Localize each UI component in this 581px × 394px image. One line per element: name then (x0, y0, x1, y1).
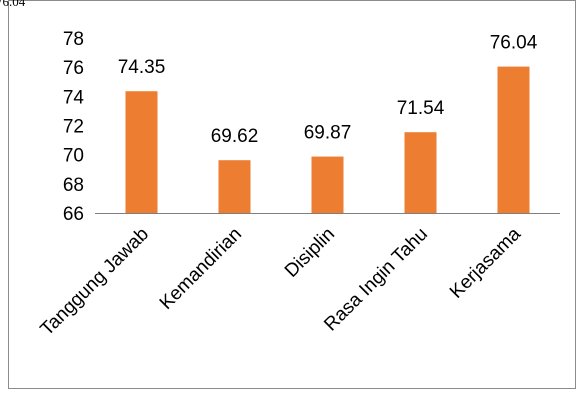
bar (218, 160, 251, 213)
bars (125, 66, 530, 213)
data-label: 69.87 (304, 123, 352, 144)
y-tick-label: 68 (63, 175, 84, 196)
y-tick-label: 76 (63, 58, 84, 79)
bar (311, 156, 344, 213)
y-tick-label: 74 (63, 87, 85, 108)
data-label: 76.04 (490, 33, 538, 54)
data-label: 69.62 (211, 126, 259, 147)
y-tick-label: 72 (63, 117, 84, 138)
corner-value-label: 76.04 (0, 0, 26, 9)
data-label: 71.54 (397, 98, 445, 119)
data-labels: 74.35 69.62 69.87 71.54 76.04 (118, 33, 538, 148)
bar (404, 132, 437, 213)
chart-frame (8, 0, 576, 389)
bar (125, 91, 158, 213)
y-tick-label: 78 (63, 29, 84, 50)
y-axis-ticks: 66 68 70 72 74 76 78 (63, 29, 85, 225)
bar (497, 66, 530, 213)
y-tick-label: 66 (63, 204, 84, 225)
y-tick-label: 70 (63, 146, 84, 167)
data-label: 74.35 (118, 57, 166, 78)
